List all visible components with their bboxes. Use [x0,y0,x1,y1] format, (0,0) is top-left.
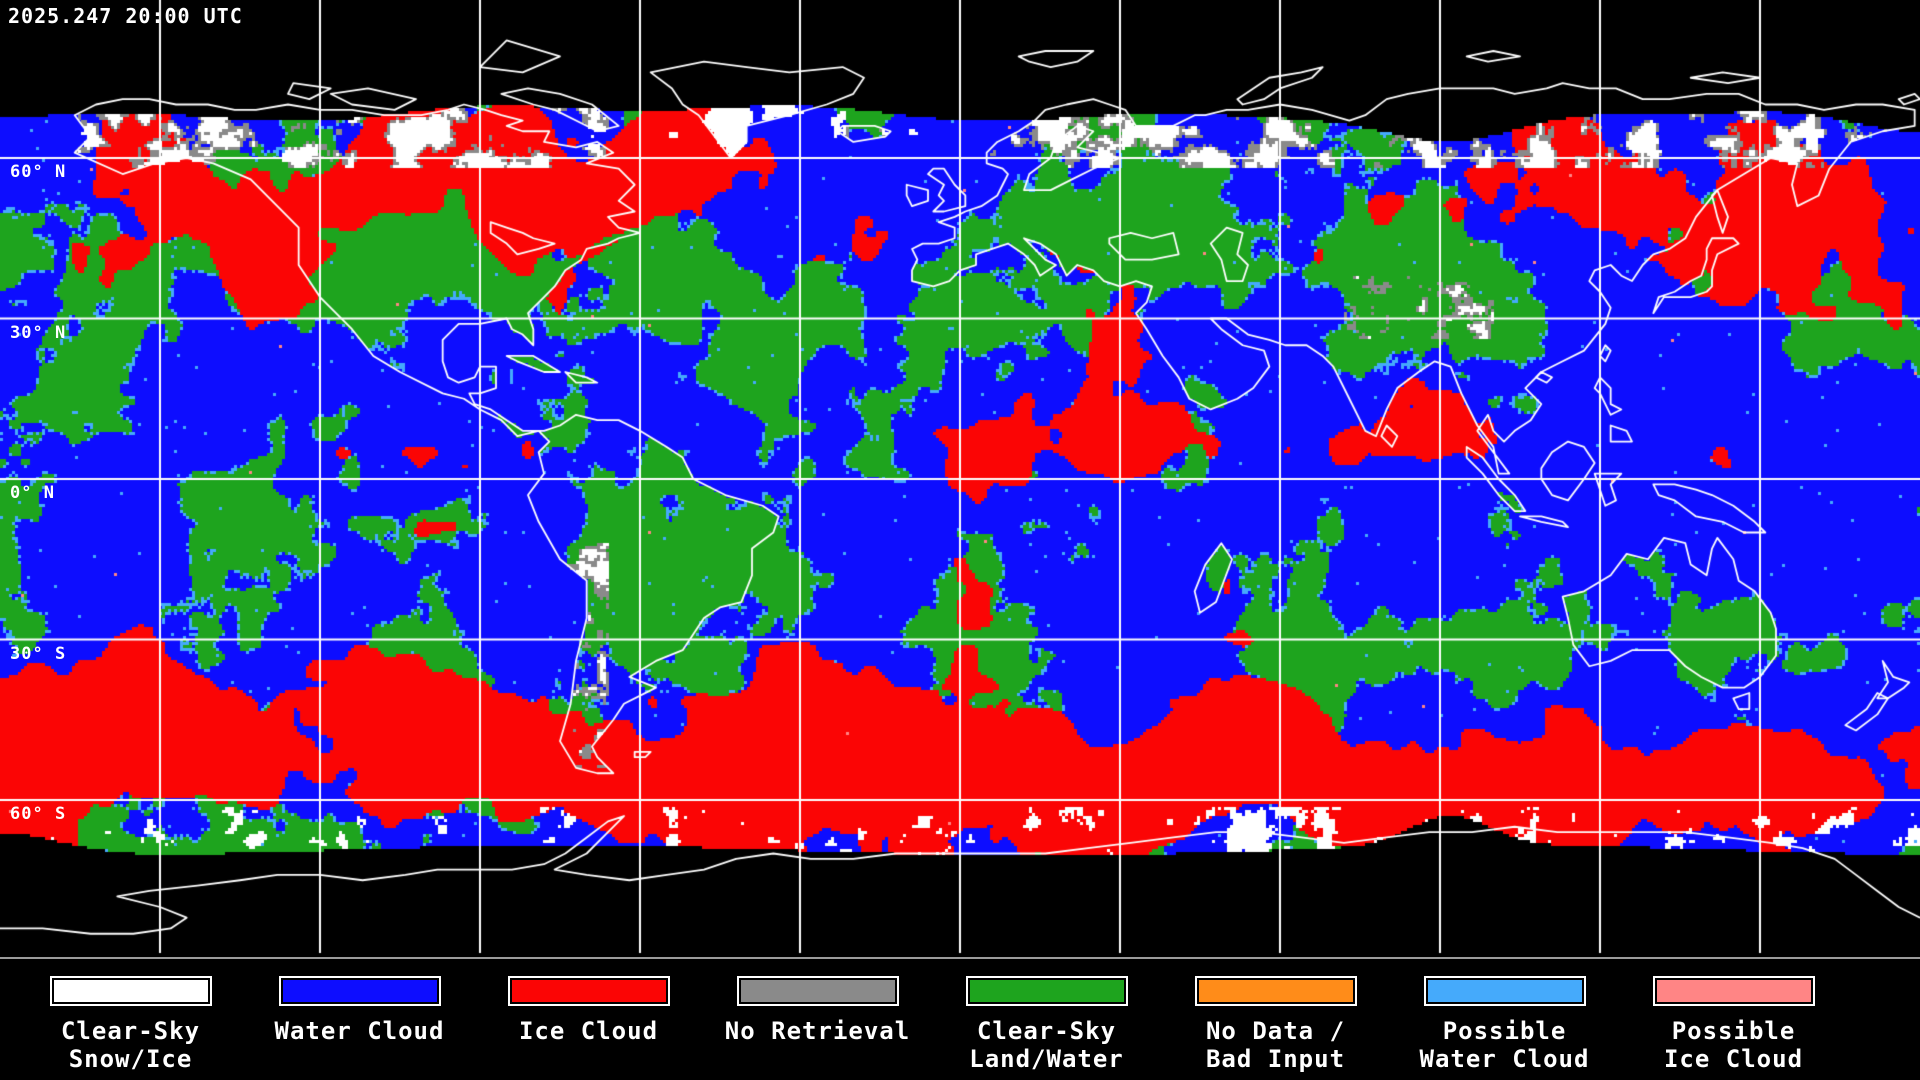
legend-label: No Data / [1205,1017,1346,1045]
legend-swatch-fill [282,980,437,1002]
legend-entry: Possible Water Cloud [1390,959,1619,1073]
legend-swatch-fill [53,980,208,1002]
legend-label: No Retrieval [724,1017,911,1045]
latitude-label: 60° S [10,804,67,824]
legend-swatch-possible_water_cloud [1423,976,1586,1006]
latitude-label: 30° N [10,322,67,343]
legend-swatch-possible_ice_cloud [1652,976,1815,1006]
timestamp: 2025.247 20:00 UTC [8,4,243,28]
latitude-label: 60° N [10,162,67,182]
legend-swatch-fill [740,980,895,1002]
legend: Clear-Sky Snow/Ice Water Cloud Ice Cloud No … [0,959,1920,1080]
latitude-label: 0° N [10,483,55,503]
legend-label: Water Cloud [274,1017,445,1045]
legend-label: Ice Cloud [518,1017,659,1045]
legend-label: Bad Input [1205,1045,1346,1073]
legend-swatch-no_retrieval [736,976,899,1006]
legend-swatch-fill [1198,980,1353,1002]
legend-entry: Water Cloud [245,959,474,1045]
legend-entry: Clear-Sky Snow/Ice [16,959,245,1073]
legend-swatch-water_cloud [278,976,441,1006]
legend-swatch-fill [1656,980,1811,1002]
legend-swatch-fill [1427,980,1582,1002]
legend-label: Ice Cloud [1663,1045,1804,1073]
legend-label: Snow/Ice [68,1045,193,1073]
legend-label: Clear-Sky [60,1017,201,1045]
legend-label: Water Cloud [1419,1045,1590,1073]
legend-swatch-fill [511,980,666,1002]
legend-entry: Clear-Sky Land/Water [932,959,1161,1073]
legend-swatch-no_data_bad_input [1194,976,1357,1006]
latitude-label: 30° S [10,643,67,664]
legend-swatch-clear_sky_land_water [965,976,1128,1006]
world-cloud-phase-map [0,0,1920,958]
legend-separator [0,957,1920,959]
legend-entry: No Data / Bad Input [1161,959,1390,1073]
legend-swatch-fill [969,980,1124,1002]
legend-label: Possible [1671,1017,1796,1045]
legend-swatch-ice_cloud [507,976,670,1006]
legend-label: Land/Water [969,1045,1124,1073]
legend-swatch-clear_sky_snow_ice [49,976,212,1006]
legend-label: Possible [1442,1017,1567,1045]
legend-entry: Possible Ice Cloud [1619,959,1848,1073]
legend-label: Clear-Sky [976,1017,1117,1045]
legend-entry: No Retrieval [703,959,932,1045]
legend-entry: Ice Cloud [474,959,703,1045]
